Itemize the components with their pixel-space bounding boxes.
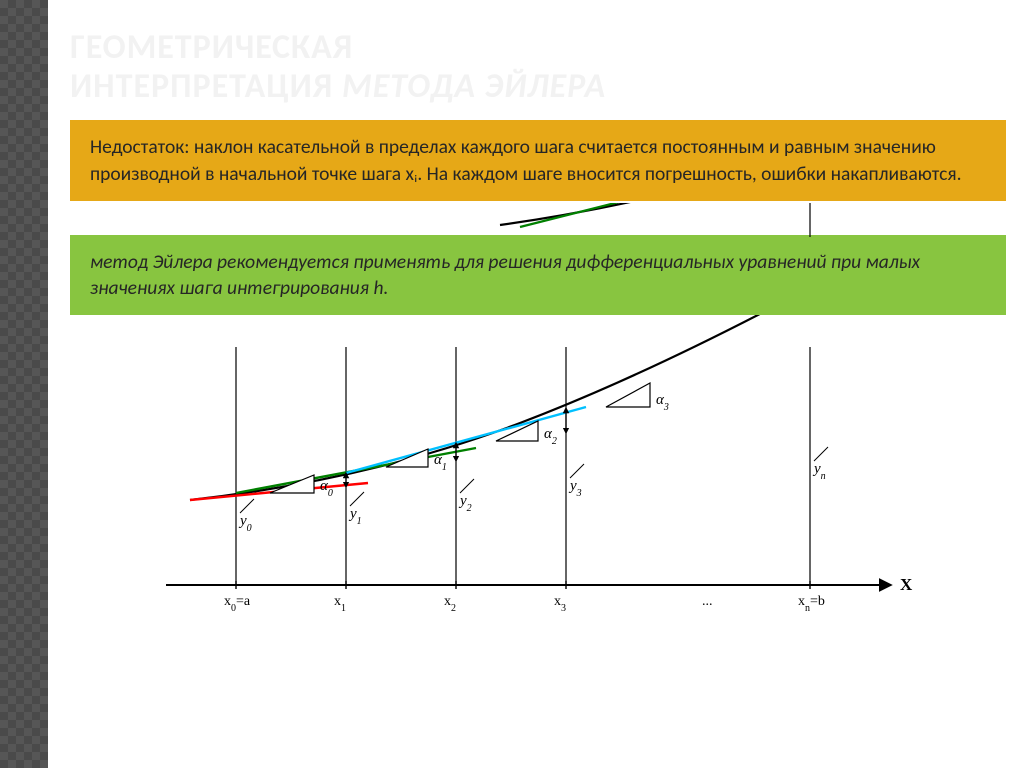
svg-text:x2: x2 [444,594,456,614]
title-line-2a: ИНТЕРПРЕТАЦИЯ [70,66,342,107]
title-line-2b: МЕТОДА ЭЙЛЕРА [342,66,606,107]
svg-text:y0: y0 [238,513,252,534]
callout-recommendation-text: метод Эйлера рекомендуется применять для… [90,250,920,300]
svg-text:xn=b: xn=b [798,594,825,614]
title-line-1: ГЕОМЕТРИЧЕСКАЯ [70,27,353,68]
svg-text:y2: y2 [458,493,472,514]
svg-text:y1: y1 [348,506,362,527]
slide-body: ГЕОМЕТРИЧЕСКАЯ ИНТЕРПРЕТАЦИЯ МЕТОДА ЭЙЛЕ… [48,0,1024,768]
callout-disadvantage-text: Недостаток: наклон касательной в предела… [90,135,962,185]
slide-title: ГЕОМЕТРИЧЕСКАЯ ИНТЕРПРЕТАЦИЯ МЕТОДА ЭЙЛЕ… [70,28,1006,106]
callout-recommendation: метод Эйлера рекомендуется применять для… [70,235,1006,316]
svg-text:α0: α0 [320,478,333,499]
svg-text:y3: y3 [568,478,582,499]
svg-text:α2: α2 [544,426,557,447]
chart-strip-svg [70,203,970,237]
svg-text:x0=a: x0=a [224,594,251,614]
svg-text:α3: α3 [656,392,669,413]
svg-text:x3: x3 [554,594,566,614]
chart-strip-peek [70,203,1006,237]
euler-chart-svg: α0 α1 α2 α3 y0 y1 y2 y3 yn Xx0=a x1 x2 x3... xn=b [70,315,970,635]
pattern-sidebar [0,0,48,768]
euler-chart: α0 α1 α2 α3 y0 y1 y2 y3 yn Xx0=a x1 x2 x3... xn=b [70,315,1006,635]
callout-disadvantage: Недостаток: наклон касательной в предела… [70,120,1006,201]
svg-text:X: X [900,575,913,594]
svg-text:yn: yn [812,461,826,482]
svg-text:...: ... [702,594,713,609]
svg-text:x1: x1 [334,594,346,614]
svg-text:α1: α1 [434,452,447,473]
